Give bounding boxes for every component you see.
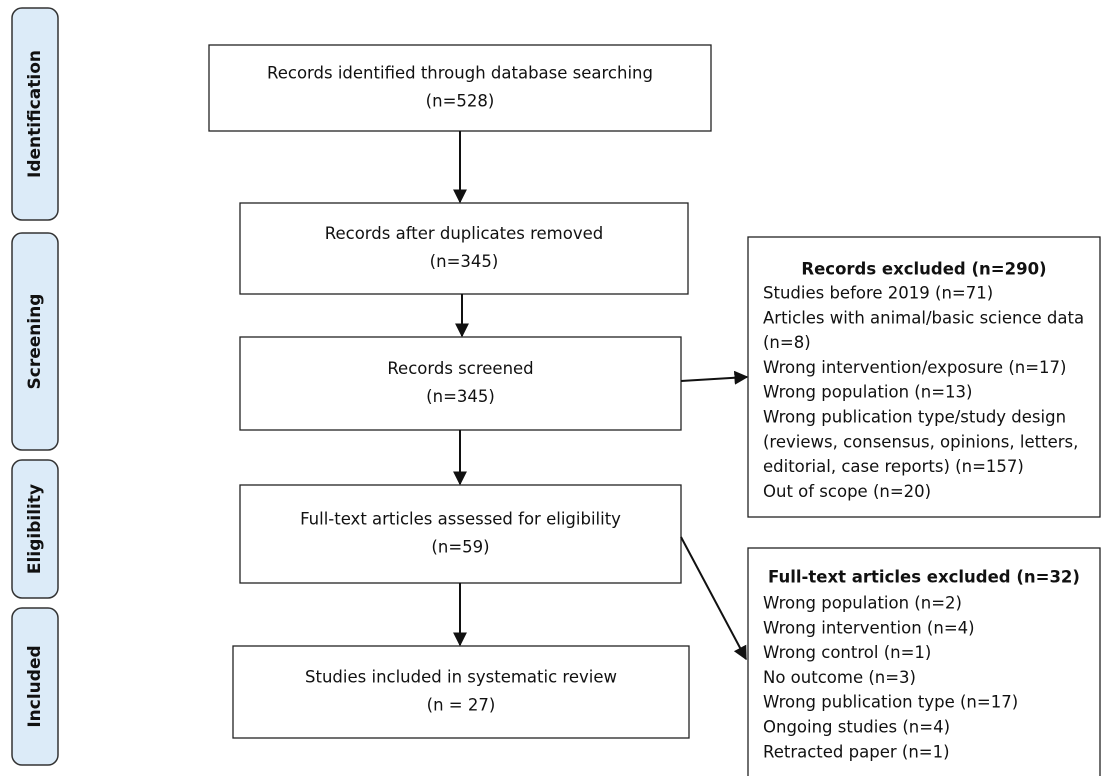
exclusion-item: Wrong population (n=13)	[763, 383, 972, 402]
box-text: Studies included in systematic review	[305, 668, 617, 687]
box-text: (n=345)	[430, 252, 499, 271]
stage-box	[11, 232, 59, 451]
box-text: (n=345)	[426, 387, 495, 406]
exclusion-item: editorial, case reports) (n=157)	[763, 457, 1024, 476]
exclusion-item: Ongoing studies (n=4)	[763, 718, 950, 737]
box-text: Full-text articles assessed for eligibil…	[300, 510, 621, 529]
exclusion-item: Wrong population (n=2)	[763, 594, 962, 613]
exclusion-box	[747, 547, 1101, 776]
exclusion-item: Studies before 2019 (n=71)	[763, 284, 993, 303]
stage-box	[11, 459, 59, 599]
exclusion-item: Articles with animal/basic science data	[763, 308, 1084, 327]
box-text: Records identified through database sear…	[267, 64, 653, 83]
arrow	[680, 536, 747, 661]
stage-box	[11, 7, 59, 221]
exclusion-item: Wrong intervention (n=4)	[763, 618, 975, 637]
stage-label: Screening	[25, 294, 45, 390]
flow-boxes: Records identified through database sear…	[208, 44, 712, 739]
stage-labels: Identification Screening Eligibility Includ…	[11, 7, 59, 766]
arrow	[680, 370, 749, 385]
box-text: (n=528)	[426, 92, 495, 111]
arrows	[453, 131, 749, 661]
stage-label: Included	[25, 645, 45, 727]
exclusion-item: (n=8)	[763, 333, 811, 352]
exclusion-boxes: Records excluded (n=290) Studies before 2…	[747, 236, 1101, 776]
box-text: Records screened	[387, 359, 533, 378]
flow-box	[208, 44, 712, 132]
flow-box	[232, 645, 690, 739]
flow-box	[239, 202, 689, 295]
exclusion-title: Full-text articles excluded (n=32)	[768, 568, 1080, 587]
exclusion-item: Retracted paper (n=1)	[763, 742, 950, 761]
flow-box	[239, 336, 682, 431]
box-text: (n = 27)	[427, 696, 496, 715]
stage-label: Identification	[25, 50, 45, 178]
exclusion-item: Wrong publication type (n=17)	[763, 693, 1018, 712]
exclusion-item: Wrong control (n=1)	[763, 643, 931, 662]
box-text: Records after duplicates removed	[325, 224, 603, 243]
stage-label: Eligibility	[25, 484, 45, 574]
exclusion-title: Records excluded (n=290)	[801, 260, 1046, 279]
exclusion-item: Out of scope (n=20)	[763, 482, 931, 501]
box-text: (n=59)	[431, 538, 489, 557]
exclusion-item: Wrong publication type/study design	[763, 408, 1066, 427]
exclusion-item: (reviews, consensus, opinions, letters,	[763, 432, 1078, 451]
exclusion-item: No outcome (n=3)	[763, 668, 916, 687]
stage-box	[11, 607, 59, 766]
flow-box	[239, 484, 682, 584]
exclusion-item: Wrong intervention/exposure (n=17)	[763, 358, 1066, 377]
exclusion-box	[747, 236, 1101, 518]
